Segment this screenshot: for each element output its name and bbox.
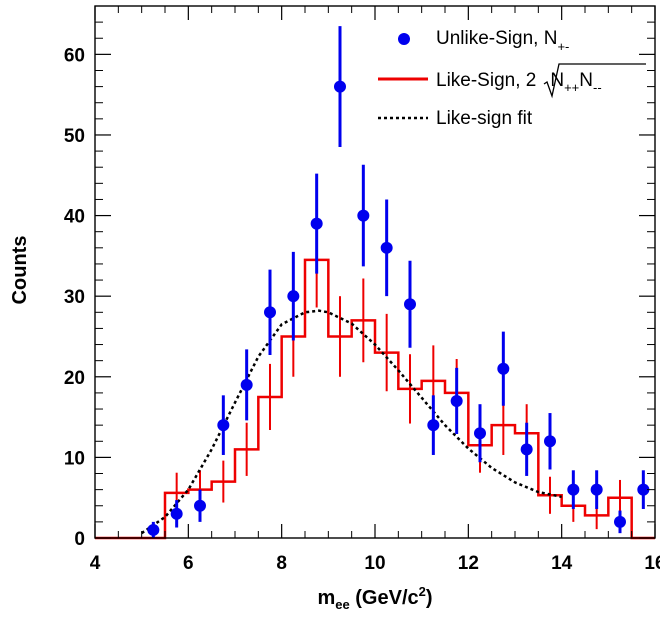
like-sign-fit-layer [140,309,562,535]
unlike-sign-point [357,209,370,222]
unlike-sign-point [194,499,206,512]
unlike-sign-point [614,515,626,528]
y-tick-label: 20 [64,368,85,389]
x-tick-label: 4 [90,553,101,574]
unlike-sign-point [380,241,393,254]
legend-unlike-marker [398,33,410,45]
x-tick-label: 14 [551,553,573,574]
y-tick-label: 50 [64,126,85,147]
unlike-sign-point [450,394,463,407]
unlike-sign-point [240,378,253,391]
legend-like-rad2-sub: -- [593,80,602,95]
legend-like-main: Like-Sign, 2 [436,70,536,91]
x-axis-title-main: m [317,587,335,609]
x-axis-title-rest: (GeV/c [350,587,419,609]
x-tick-label: 10 [364,553,385,574]
unlike-sign-point [637,483,650,496]
legend-like-label: Like-Sign, 2 N++N-- [436,70,602,95]
y-tick-label: 0 [74,529,85,550]
unlike-sign-point [427,419,440,432]
y-tick-label: 10 [64,448,85,469]
x-tick-label: 6 [183,553,194,574]
y-tick-label: 60 [64,45,85,66]
legend-unlike-main: Unlike-Sign, N [436,28,557,49]
legend-like-rad1-sub: ++ [564,80,579,95]
unlike-sign-point [264,306,276,319]
legend-sqrt-sign [543,63,646,99]
unlike-sign-point [590,483,603,496]
like-sign-fit-curve [140,309,562,535]
legend-unlike-sub: +- [557,39,569,54]
y-axis-title: Counts [9,236,31,305]
x-axis-title-sub: ee [335,597,349,612]
unlike-sign-point [544,435,556,448]
unlike-sign-point [170,507,183,520]
legend-fit-label: Like-sign fit [436,108,533,129]
unlike-sign-point [474,427,486,440]
y-tick-label: 40 [64,207,85,228]
unlike-sign-point [334,80,346,93]
legend: Unlike-Sign, N+- Like-Sign, 2 N++N-- Like… [378,28,646,129]
unlike-sign-point [287,290,300,303]
legend-like-rad2: N [579,70,593,91]
unlike-sign-point [497,362,510,375]
x-axis-title-end: ) [426,587,433,609]
unlike-sign-points-layer [147,26,650,538]
unlike-sign-point [147,523,160,536]
unlike-sign-point [520,443,533,456]
unlike-sign-point [310,217,323,230]
x-axis-title-sup: 2 [419,584,426,599]
like-sign-step-line [95,258,655,540]
legend-unlike-label: Unlike-Sign, N+- [436,28,569,54]
x-axis-title: mee (GeV/c2) [317,584,432,612]
x-tick-label: 12 [458,553,479,574]
unlike-sign-point [567,483,580,496]
y-tick-label: 30 [64,287,85,308]
unlike-sign-point [217,419,230,432]
x-tick-label: 16 [644,553,660,574]
tick-layer: 4 6 8 10 12 14 16 0 10 20 30 40 50 60 [64,5,660,574]
x-tick-label: 8 [276,553,287,574]
unlike-sign-point [404,298,416,311]
